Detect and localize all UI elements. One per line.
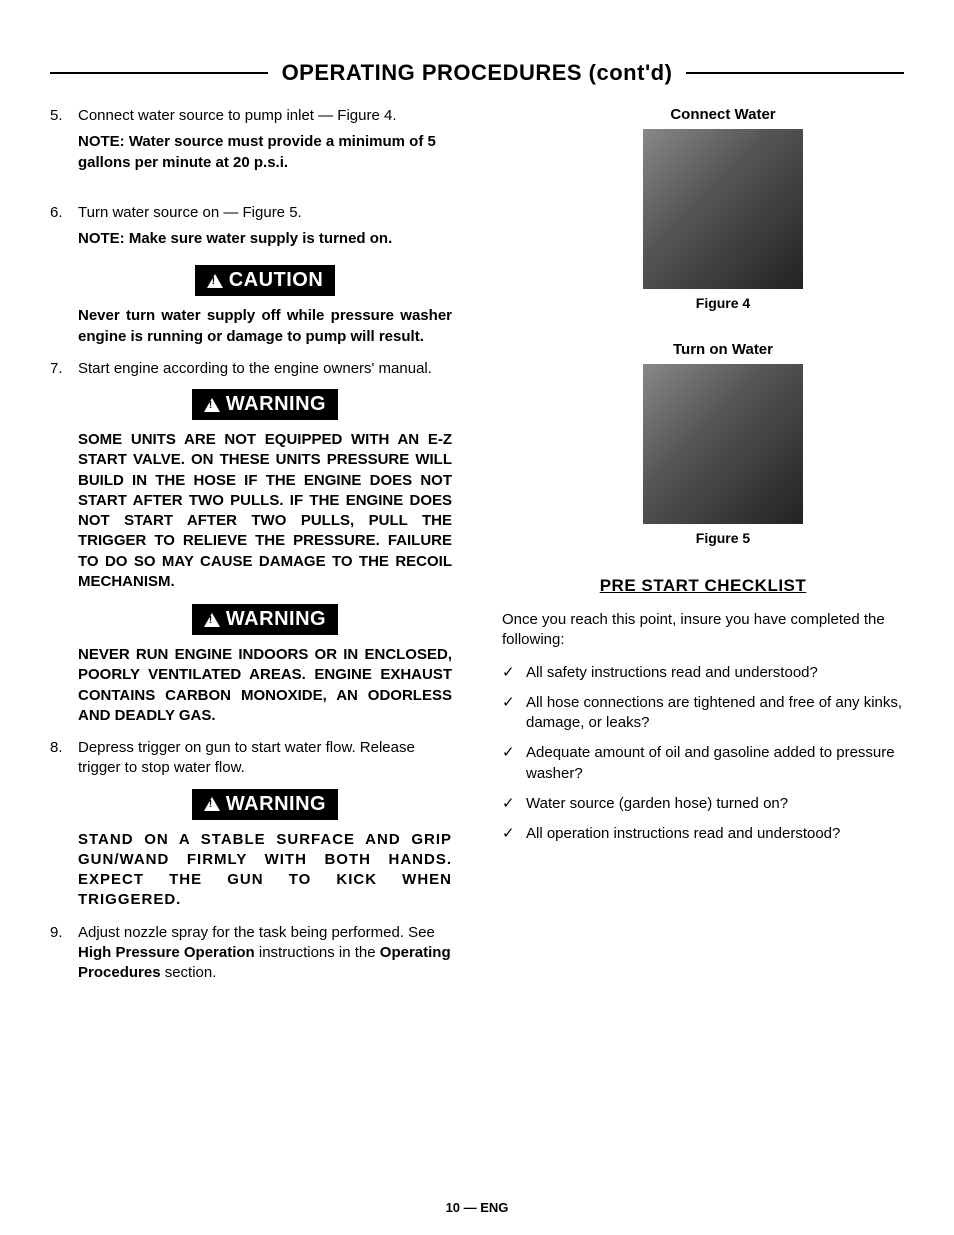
step-5-num: 5. (50, 106, 78, 126)
step-9-post: section. (161, 964, 217, 981)
right-column: Connect Water Figure 4 Turn on Water Fig… (502, 106, 904, 989)
figure-4-title: Connect Water (542, 106, 904, 123)
checklist-item-text: All operation instructions read and unde… (526, 824, 840, 844)
checklist-item: ✓ All hose connections are tightened and… (502, 693, 904, 734)
caution-text: Never turn water supply off while pressu… (78, 306, 452, 347)
content-columns: 5. Connect water source to pump inlet — … (50, 106, 904, 989)
note-6: NOTE: Make sure water supply is turned o… (78, 229, 452, 249)
figure-4-caption: Figure 4 (542, 295, 904, 311)
checklist-intro: Once you reach this point, insure you ha… (502, 610, 904, 651)
header-rule-right (686, 72, 904, 74)
warning-1-badge: WARNING (78, 389, 452, 420)
figure-4-image (643, 129, 803, 289)
checklist-item-text: Adequate amount of oil and gasoline adde… (526, 743, 904, 784)
note-5: NOTE: Water source must provide a minimu… (78, 132, 452, 173)
figure-5-wrap: Turn on Water Figure 5 (502, 341, 904, 546)
step-5: 5. Connect water source to pump inlet — … (50, 106, 452, 126)
caution-label: CAUTION (229, 269, 324, 292)
checklist-item: ✓ Water source (garden hose) turned on? (502, 794, 904, 814)
warning-3-label: WARNING (226, 793, 326, 816)
figure-5-caption: Figure 5 (542, 530, 904, 546)
warning-1-label: WARNING (226, 393, 326, 416)
left-column: 5. Connect water source to pump inlet — … (50, 106, 452, 989)
page-header: OPERATING PROCEDURES (cont'd) (50, 60, 904, 86)
warning-2-triangle-icon (204, 613, 220, 627)
figure-5-title: Turn on Water (542, 341, 904, 358)
step-5-text: Connect water source to pump inlet — Fig… (78, 106, 452, 126)
checklist-item: ✓ All safety instructions read and under… (502, 663, 904, 683)
step-7-num: 7. (50, 359, 78, 379)
warning-1-badge-inner: WARNING (192, 389, 338, 420)
step-9-body: Adjust nozzle spray for the task being p… (78, 923, 452, 984)
check-icon: ✓ (502, 743, 526, 784)
page-footer: 10 — ENG (0, 1200, 954, 1215)
warning-2-text: NEVER RUN ENGINE INDOORS OR IN ENCLOSED,… (78, 645, 452, 726)
step-9-num: 9. (50, 923, 78, 984)
checklist-item: ✓ All operation instructions read and un… (502, 824, 904, 844)
step-7-text: Start engine according to the engine own… (78, 359, 452, 379)
checklist-heading: PRE START CHECKLIST (502, 576, 904, 596)
warning-3-badge: WARNING (78, 789, 452, 820)
step-8: 8. Depress trigger on gun to start water… (50, 738, 452, 779)
warning-1-text: SOME UNITS ARE NOT EQUIPPED WITH AN E-Z … (78, 430, 452, 592)
step-6: 6. Turn water source on — Figure 5. (50, 203, 452, 223)
caution-triangle-icon (207, 274, 223, 288)
warning-2-badge-inner: WARNING (192, 604, 338, 635)
check-icon: ✓ (502, 663, 526, 683)
header-rule-left (50, 72, 268, 74)
figure-4-wrap: Connect Water Figure 4 (502, 106, 904, 311)
checklist-item-text: All safety instructions read and underst… (526, 663, 818, 683)
warning-1-triangle-icon (204, 398, 220, 412)
checklist-item-text: Water source (garden hose) turned on? (526, 794, 788, 814)
step-6-num: 6. (50, 203, 78, 223)
step-9-pre: Adjust nozzle spray for the task being p… (78, 924, 435, 941)
caution-badge: CAUTION (78, 265, 452, 296)
figure-5-image (643, 364, 803, 524)
checklist-item: ✓ Adequate amount of oil and gasoline ad… (502, 743, 904, 784)
step-9: 9. Adjust nozzle spray for the task bein… (50, 923, 452, 984)
warning-3-text: STAND ON A STABLE SURFACE AND GRIP GUN/W… (78, 830, 452, 911)
warning-3-triangle-icon (204, 797, 220, 811)
page-title: OPERATING PROCEDURES (cont'd) (268, 60, 687, 86)
step-9-mid: instructions in the (255, 944, 380, 961)
step-8-num: 8. (50, 738, 78, 779)
warning-3-badge-inner: WARNING (192, 789, 338, 820)
check-icon: ✓ (502, 693, 526, 734)
step-6-text: Turn water source on — Figure 5. (78, 203, 452, 223)
caution-badge-inner: CAUTION (195, 265, 336, 296)
warning-2-badge: WARNING (78, 604, 452, 635)
warning-2-label: WARNING (226, 608, 326, 631)
step-8-text: Depress trigger on gun to start water fl… (78, 738, 452, 779)
step-7: 7. Start engine according to the engine … (50, 359, 452, 379)
check-icon: ✓ (502, 794, 526, 814)
step-9-bold1: High Pressure Operation (78, 944, 255, 961)
check-icon: ✓ (502, 824, 526, 844)
checklist-item-text: All hose connections are tightened and f… (526, 693, 904, 734)
